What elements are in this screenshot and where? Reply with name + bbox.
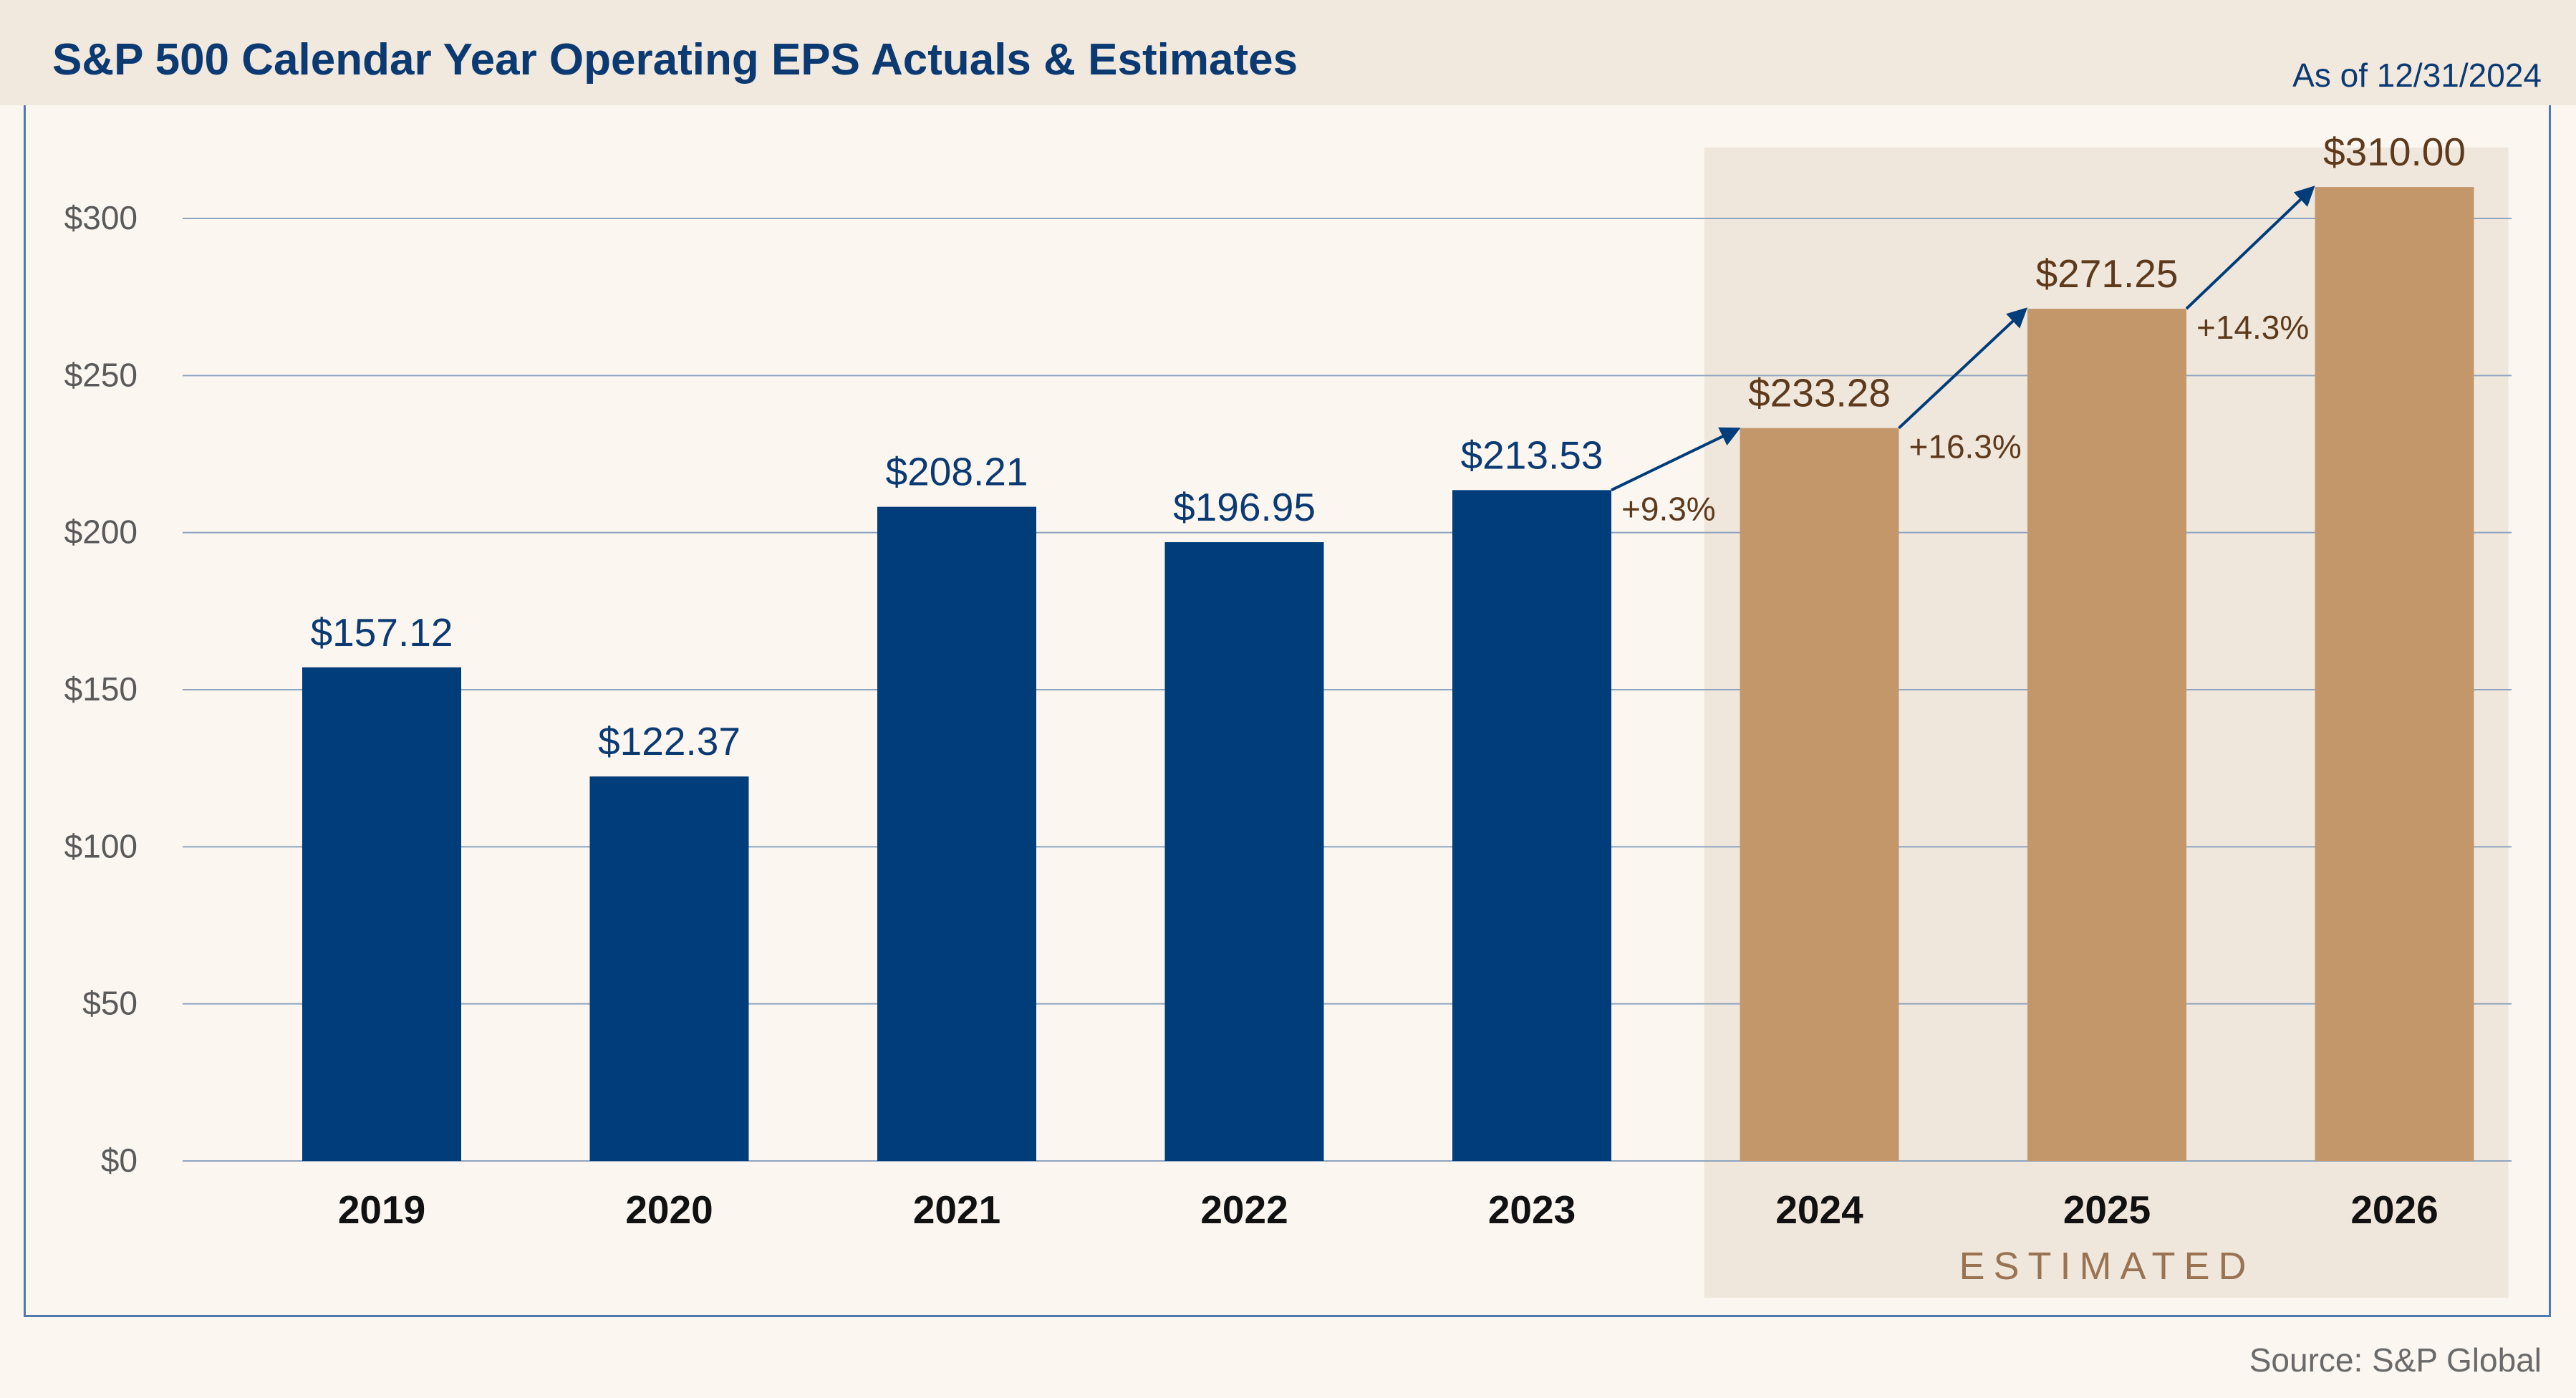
growth-label-2023-2024: +9.3% (1621, 490, 1716, 527)
value-label-2021: $208.21 (886, 450, 1028, 494)
chart-title: S&P 500 Calendar Year Operating EPS Actu… (52, 35, 1298, 85)
bar-2023 (1452, 490, 1611, 1161)
estimated-label: ESTIMATED (1959, 1245, 2254, 1288)
source-note: Source: S&P Global (2249, 1341, 2542, 1379)
bar-2019 (302, 667, 461, 1161)
bar-2025 (2027, 309, 2186, 1161)
value-label-2024: $233.28 (1748, 371, 1891, 415)
category-label-2024: 2024 (1775, 1187, 1863, 1232)
bar-2020 (589, 776, 749, 1161)
category-label-2026: 2026 (2350, 1187, 2438, 1232)
y-tick-label: $150 (64, 670, 138, 708)
growth-label-2024-2025: +16.3% (1909, 428, 2022, 466)
y-tick-label: $200 (64, 514, 138, 551)
bar-2024 (1740, 428, 1899, 1161)
y-tick-label: $250 (64, 356, 138, 393)
y-tick-label: $0 (101, 1142, 138, 1179)
category-label-2023: 2023 (1488, 1187, 1576, 1232)
bar-2021 (877, 506, 1036, 1161)
value-label-2020: $122.37 (598, 719, 741, 763)
y-tick-label: $300 (64, 199, 138, 236)
value-label-2019: $157.12 (311, 610, 453, 655)
chart-frame (24, 105, 2551, 1317)
category-label-2019: 2019 (338, 1187, 425, 1232)
value-label-2026: $310.00 (2323, 130, 2466, 174)
as-of-date: As of 12/31/2024 (2292, 57, 2542, 94)
category-label-2020: 2020 (625, 1187, 713, 1232)
category-label-2022: 2022 (1200, 1187, 1288, 1232)
bar-2022 (1164, 542, 1324, 1161)
header-bar (0, 0, 2576, 105)
value-label-2023: $213.53 (1461, 433, 1603, 477)
category-label-2025: 2025 (2063, 1187, 2151, 1232)
growth-arrow-2025-2026 (2185, 185, 2315, 310)
growth-arrow-2024-2025 (1898, 307, 2028, 430)
y-tick-label: $100 (64, 827, 138, 864)
growth-label-2025-2026: +14.3% (2196, 309, 2309, 346)
value-label-2022: $196.95 (1173, 485, 1316, 529)
bar-2026 (2315, 187, 2474, 1162)
value-label-2025: $271.25 (2036, 251, 2179, 296)
category-label-2021: 2021 (913, 1187, 1000, 1232)
growth-arrow-2023-2024 (1611, 427, 1741, 492)
y-tick-label: $50 (82, 985, 138, 1022)
